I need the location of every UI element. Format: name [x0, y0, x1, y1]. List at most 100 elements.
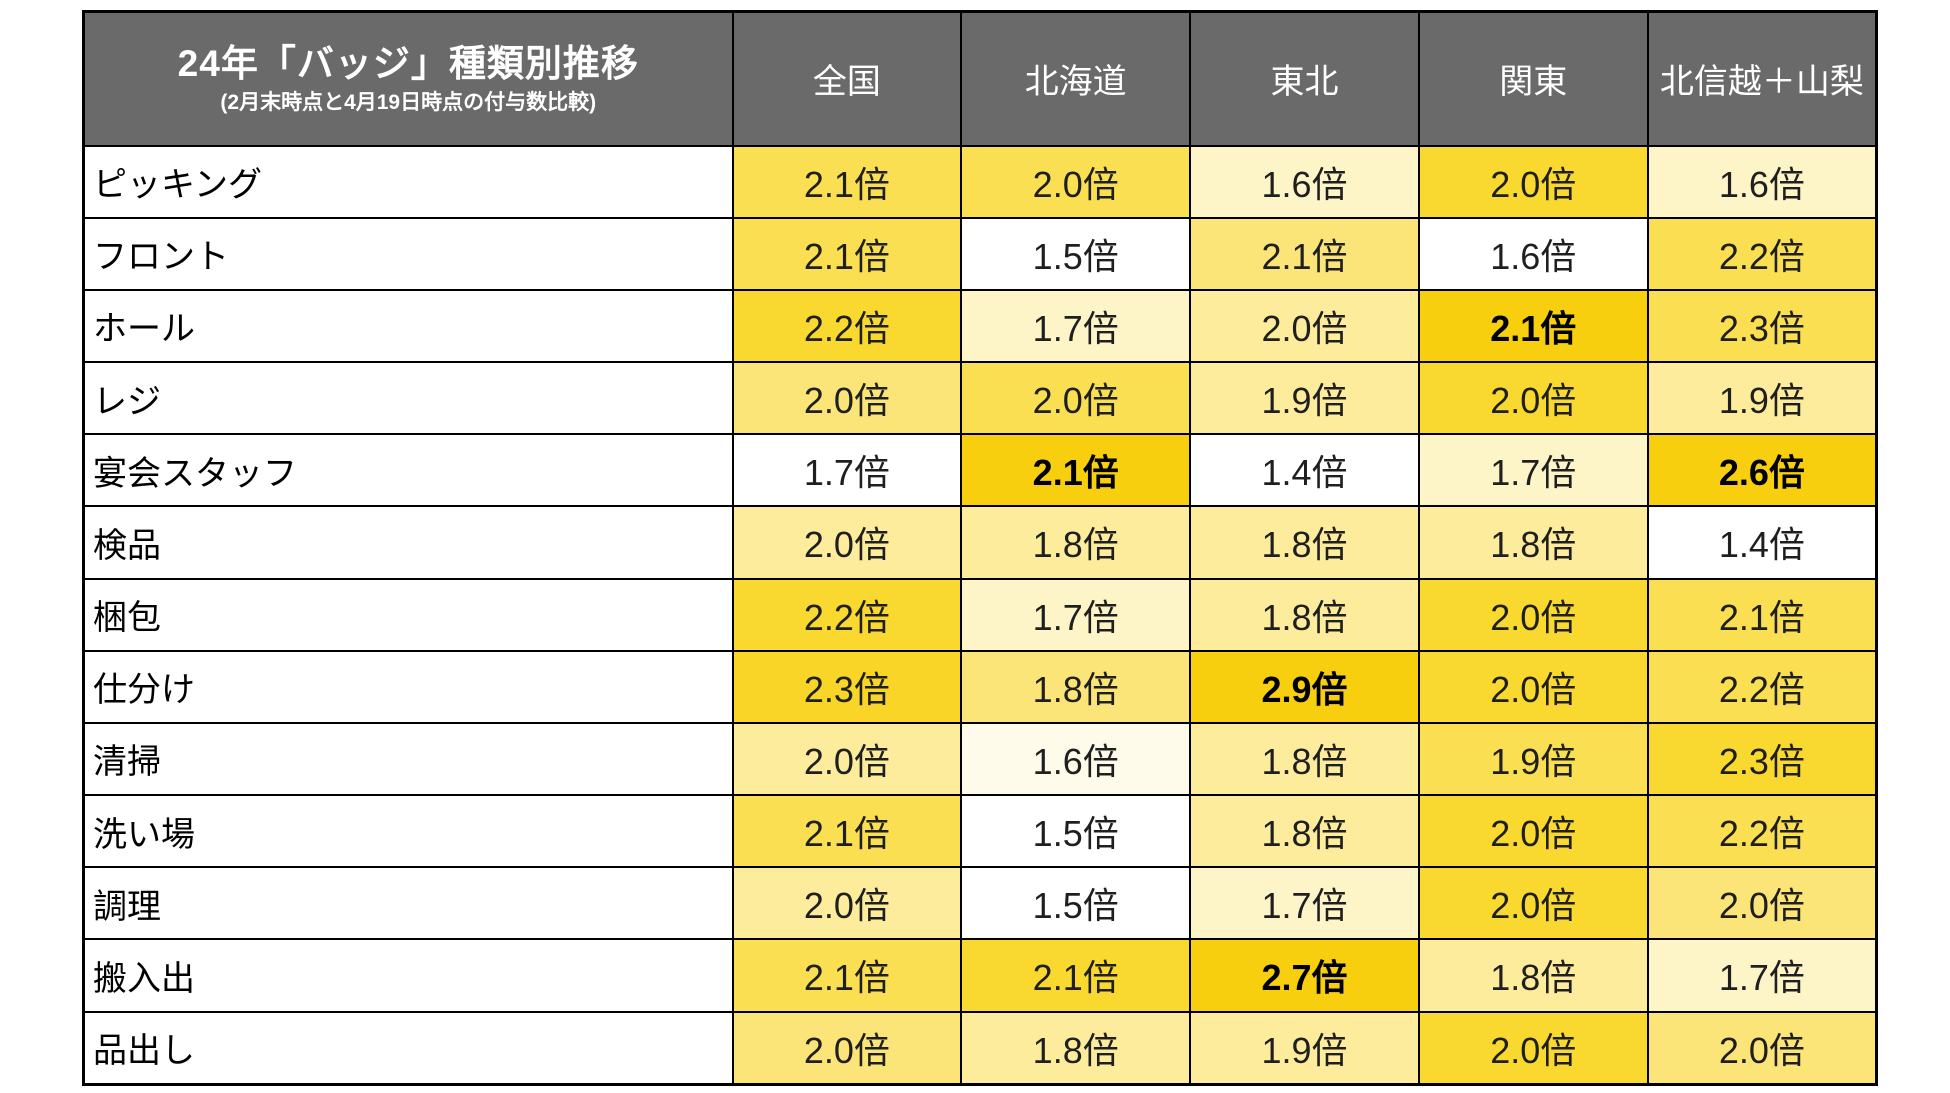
value-cell: 1.8倍 [1189, 721, 1420, 797]
value-cell: 2.6倍 [1646, 433, 1878, 508]
table-row: 梱包 2.2倍 1.7倍 1.8倍 2.0倍 2.1倍 [82, 577, 1878, 652]
row-label: 搬入出 [82, 938, 734, 1013]
table-title-cell: 24年「バッジ」種類別推移 (2月末時点と4月19日時点の付与数比較) [82, 10, 734, 147]
value-cell: 1.8倍 [1189, 505, 1420, 580]
table-row: フロント 2.1倍 1.5倍 2.1倍 1.6倍 2.2倍 [82, 216, 1878, 291]
value-cell: 2.1倍 [731, 938, 963, 1013]
value-cell: 1.6倍 [960, 721, 1192, 797]
row-label: 宴会スタッフ [82, 433, 734, 508]
value-cell: 1.9倍 [1417, 721, 1649, 797]
value-cell: 2.2倍 [1646, 794, 1878, 869]
value-cell: 2.0倍 [1417, 649, 1649, 724]
value-cell: 2.0倍 [1417, 794, 1649, 869]
table-row: 清掃 2.0倍 1.6倍 1.8倍 1.9倍 2.3倍 [82, 721, 1878, 797]
table-subtitle: (2月末時点と4月19日時点の付与数比較) [220, 91, 597, 115]
header-row: 24年「バッジ」種類別推移 (2月末時点と4月19日時点の付与数比較) 全国 北海… [82, 10, 1878, 147]
value-cell: 2.0倍 [1646, 1010, 1878, 1086]
value-cell: 1.6倍 [1417, 216, 1649, 291]
value-cell: 2.0倍 [731, 361, 963, 436]
row-label: 調理 [82, 866, 734, 941]
row-label: 梱包 [82, 577, 734, 652]
value-cell: 1.9倍 [1646, 361, 1878, 436]
value-cell: 2.0倍 [960, 361, 1192, 436]
value-cell: 1.7倍 [1417, 433, 1649, 508]
table-row: 搬入出 2.1倍 2.1倍 2.7倍 1.8倍 1.7倍 [82, 938, 1878, 1013]
value-cell: 1.4倍 [1646, 505, 1878, 580]
value-cell: 1.7倍 [960, 577, 1192, 652]
column-header-1: 全国 [731, 10, 963, 147]
row-label: フロント [82, 216, 734, 291]
value-cell: 1.8倍 [960, 649, 1192, 724]
table-row: 仕分け 2.3倍 1.8倍 2.9倍 2.0倍 2.2倍 [82, 649, 1878, 724]
value-cell: 1.9倍 [1189, 1010, 1420, 1086]
column-header-3: 東北 [1189, 10, 1420, 147]
value-cell: 1.8倍 [1189, 577, 1420, 652]
value-cell: 2.1倍 [960, 938, 1192, 1013]
value-cell: 2.3倍 [731, 649, 963, 724]
table-body: ピッキング 2.1倍 2.0倍 1.6倍 2.0倍 1.6倍 フロント 2.1倍 1.5倍 2.1… [82, 144, 1878, 1086]
value-cell: 1.9倍 [1189, 361, 1420, 436]
table-row: 宴会スタッフ 1.7倍 2.1倍 1.4倍 1.7倍 2.6倍 [82, 433, 1878, 508]
value-cell: 1.6倍 [1189, 144, 1420, 219]
column-header-5: 北信越＋山梨 [1646, 10, 1878, 147]
row-label: レジ [82, 361, 734, 436]
value-cell: 1.7倍 [731, 433, 963, 508]
value-cell: 1.5倍 [960, 866, 1192, 941]
row-label: 洗い場 [82, 794, 734, 869]
row-label: ホール [82, 288, 734, 364]
value-cell: 2.0倍 [960, 144, 1192, 219]
value-cell: 2.0倍 [731, 721, 963, 797]
value-cell: 2.2倍 [731, 288, 963, 364]
value-cell: 2.9倍 [1189, 649, 1420, 724]
value-cell: 1.8倍 [1189, 794, 1420, 869]
column-header-2: 北海道 [960, 10, 1192, 147]
table-row: ホール 2.2倍 1.7倍 2.0倍 2.1倍 2.3倍 [82, 288, 1878, 364]
table-row: 品出し 2.0倍 1.8倍 1.9倍 2.0倍 2.0倍 [82, 1010, 1878, 1086]
column-header-4: 関東 [1417, 10, 1649, 147]
value-cell: 2.1倍 [960, 433, 1192, 508]
value-cell: 1.6倍 [1646, 144, 1878, 219]
row-label: 仕分け [82, 649, 734, 724]
value-cell: 2.2倍 [1646, 216, 1878, 291]
value-cell: 1.7倍 [1646, 938, 1878, 1013]
value-cell: 1.4倍 [1189, 433, 1420, 508]
value-cell: 2.0倍 [1189, 288, 1420, 364]
row-label: ピッキング [82, 144, 734, 219]
row-label: 清掃 [82, 721, 734, 797]
value-cell: 2.7倍 [1189, 938, 1420, 1013]
value-cell: 1.8倍 [1417, 938, 1649, 1013]
value-cell: 2.0倍 [731, 866, 963, 941]
value-cell: 1.7倍 [960, 288, 1192, 364]
row-label: 検品 [82, 505, 734, 580]
table-row: 調理 2.0倍 1.5倍 1.7倍 2.0倍 2.0倍 [82, 866, 1878, 941]
table-title: 24年「バッジ」種類別推移 [177, 42, 639, 84]
value-cell: 2.3倍 [1646, 721, 1878, 797]
value-cell: 1.5倍 [960, 216, 1192, 291]
value-cell: 1.8倍 [1417, 505, 1649, 580]
table-row: 検品 2.0倍 1.8倍 1.8倍 1.8倍 1.4倍 [82, 505, 1878, 580]
badge-growth-table: 24年「バッジ」種類別推移 (2月末時点と4月19日時点の付与数比較) 全国 北海… [82, 10, 1878, 1086]
value-cell: 2.1倍 [1189, 216, 1420, 291]
value-cell: 2.1倍 [1417, 288, 1649, 364]
value-cell: 2.0倍 [1646, 866, 1878, 941]
table-row: 洗い場 2.1倍 1.5倍 1.8倍 2.0倍 2.2倍 [82, 794, 1878, 869]
value-cell: 2.3倍 [1646, 288, 1878, 364]
value-cell: 2.1倍 [1646, 577, 1878, 652]
value-cell: 1.7倍 [1189, 866, 1420, 941]
value-cell: 1.8倍 [960, 505, 1192, 580]
value-cell: 2.1倍 [731, 794, 963, 869]
table-row: レジ 2.0倍 2.0倍 1.9倍 2.0倍 1.9倍 [82, 361, 1878, 436]
value-cell: 2.0倍 [1417, 144, 1649, 219]
value-cell: 2.0倍 [1417, 1010, 1649, 1086]
value-cell: 2.1倍 [731, 216, 963, 291]
value-cell: 2.1倍 [731, 144, 963, 219]
value-cell: 2.2倍 [1646, 649, 1878, 724]
value-cell: 2.0倍 [731, 505, 963, 580]
value-cell: 2.2倍 [731, 577, 963, 652]
value-cell: 1.5倍 [960, 794, 1192, 869]
value-cell: 2.0倍 [731, 1010, 963, 1086]
value-cell: 1.8倍 [960, 1010, 1192, 1086]
row-label: 品出し [82, 1010, 734, 1086]
value-cell: 2.0倍 [1417, 577, 1649, 652]
